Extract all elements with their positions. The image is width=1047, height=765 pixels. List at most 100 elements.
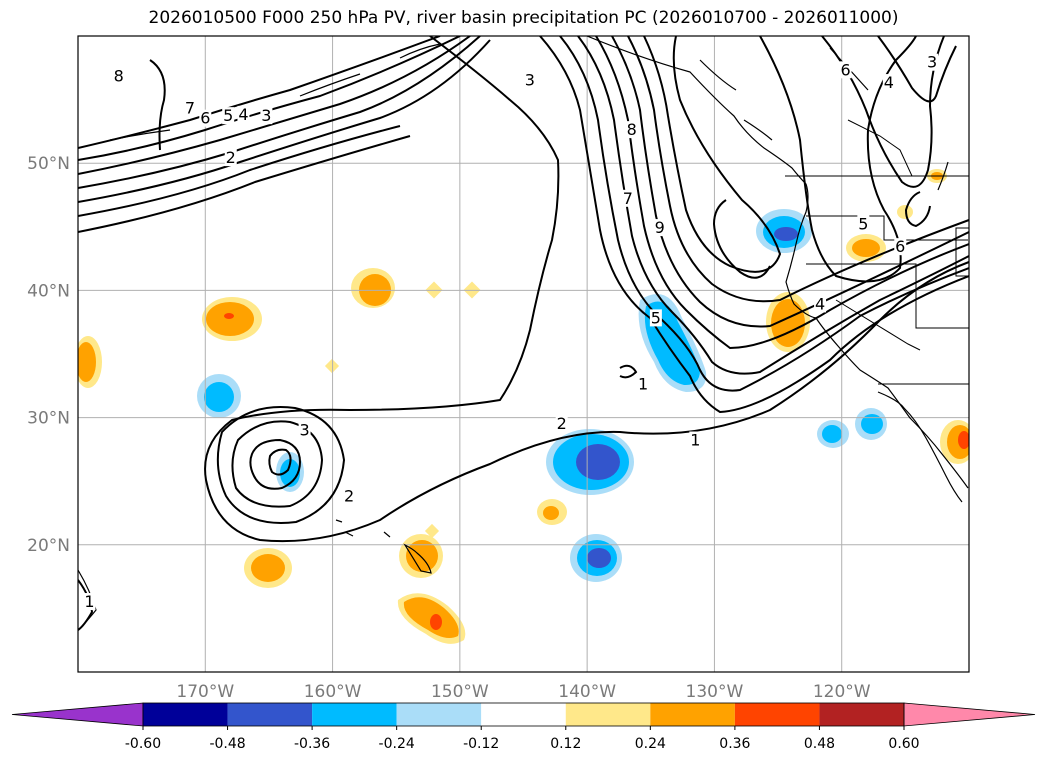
colorbar-segment: [312, 703, 397, 726]
pv-label-background: [83, 593, 96, 611]
pv-label-background: [343, 487, 356, 505]
pv-label-background: [199, 109, 212, 127]
colorbar-tick-label: 0.24: [635, 736, 666, 752]
colorbar-tick-label: 0.36: [719, 736, 750, 752]
latitude-label: 30°N: [27, 409, 70, 429]
colorbar-tick-label: -0.60: [125, 736, 161, 752]
precip-blob-negative: [817, 408, 887, 448]
pv-label-background: [653, 219, 666, 237]
colorbar-extend-low: [11, 702, 144, 727]
precip-blob-positive: [202, 297, 262, 341]
colorbar-tick-label: 0.48: [804, 736, 835, 752]
colorbar-tick-label: -0.36: [294, 736, 330, 752]
colorbar-segment: [650, 703, 735, 726]
precip-blob-positive: [397, 593, 466, 644]
latitude-label: 20°N: [27, 536, 70, 556]
pv-label-background: [224, 149, 237, 167]
colorbar-tick-label: 0.60: [888, 736, 919, 752]
precip-blob-negative: [570, 534, 622, 582]
pv-label-background: [523, 71, 536, 89]
pv-label-background: [298, 421, 311, 439]
precip-blob-negative: [756, 209, 812, 253]
pv-contour-label: 1: [690, 430, 700, 449]
pv-contour-label: 2: [226, 148, 236, 167]
precip-blob-negative: [276, 452, 304, 492]
plot-area: [78, 36, 969, 672]
pv-label-background: [222, 107, 235, 125]
precip-blob-positive: [351, 268, 395, 308]
pv-contour-label: 9: [655, 218, 665, 237]
pv-contours: [78, 36, 969, 631]
precip-blob-positive: [244, 548, 292, 588]
pv-contour-label: 4: [884, 73, 894, 92]
latitude-label: 50°N: [27, 154, 70, 174]
pv-contour-label: 5: [223, 106, 233, 125]
colorbar-tick-label: -0.48: [209, 736, 245, 752]
pv-contour-label: 3: [261, 106, 271, 125]
precip-blob-positive: [940, 420, 969, 464]
longitude-label: 170°W: [176, 682, 234, 702]
longitude-label: 130°W: [686, 682, 744, 702]
pv-label-background: [637, 375, 650, 393]
precip-blob-positive: [537, 499, 567, 525]
pv-contour-label: 6: [840, 60, 850, 79]
pv-contour-label: 2: [557, 414, 567, 433]
pv-label-background: [882, 74, 895, 92]
colorbar-segment: [143, 703, 228, 726]
pv-label-background: [184, 99, 197, 117]
pv-label-background: [625, 121, 638, 139]
pv-label-background: [926, 53, 939, 71]
colorbar-tick-label: -0.12: [463, 736, 499, 752]
longitude-label: 150°W: [431, 682, 489, 702]
pv-contour-label: 8: [627, 120, 637, 139]
colorbar-segment: [227, 703, 313, 726]
colorbar-labels: -0.60 -0.48 -0.36 -0.24 -0.12 0.12 0.24 0.36 0.4…: [125, 726, 920, 752]
colorbar-tick-label: -0.24: [379, 736, 415, 752]
longitude-labels: 170°W 160°W 150°W 140°W 130°W 120°W: [176, 682, 870, 702]
political-boundaries: [785, 119, 969, 385]
pv-label-background: [689, 431, 702, 449]
colorbar-segment: [819, 703, 904, 726]
pv-contour-label: 2: [344, 486, 354, 505]
precip-blob-positive: [846, 234, 886, 262]
pv-contour-label: 3: [299, 420, 309, 439]
pv-label-background: [894, 238, 907, 256]
precip-blob-negative: [197, 374, 241, 418]
pv-label-background: [857, 215, 870, 233]
pv-contour-label: 6: [200, 109, 210, 128]
pv-label-background: [839, 61, 852, 79]
pv-contour-label: 1: [638, 375, 648, 394]
colorbar-segment: [481, 703, 566, 726]
map-title: 2026010500 F000 250 hPa PV, river basin …: [148, 8, 899, 28]
pv-label-background: [555, 414, 568, 432]
pv-label-background: [237, 105, 250, 123]
colorbar-segment: [565, 703, 651, 726]
pv-contour-label: 6: [895, 237, 905, 256]
pv-label-background: [814, 295, 827, 313]
pv-contour-label: 5: [858, 214, 868, 233]
pv-contour-label: 4: [238, 105, 248, 124]
pv-contour-label: 3: [525, 71, 535, 90]
pv-contour-label: 7: [623, 189, 633, 208]
pv-contour-label: 7: [185, 99, 195, 118]
colorbar-tick-label: 0.12: [550, 736, 581, 752]
latitude-label: 40°N: [27, 281, 70, 301]
longitude-label: 140°W: [558, 682, 616, 702]
colorbar: [11, 702, 1036, 727]
longitude-label: 160°W: [304, 682, 362, 702]
colorbar-frame: [142, 702, 905, 727]
colorbar-segment: [396, 703, 482, 726]
longitude-label: 120°W: [813, 682, 871, 702]
pv-contour-label: 8: [114, 67, 124, 86]
pv-label-background: [621, 189, 634, 207]
pv-label-background: [112, 67, 125, 85]
colorbar-segment: [734, 703, 820, 726]
pv-label-background: [649, 309, 662, 327]
pv-contour-label: 3: [927, 53, 937, 72]
pv-contour-label: 5: [651, 308, 661, 327]
pv-contour-label: 4: [815, 294, 825, 313]
pv-label-background: [260, 107, 273, 125]
pv-contour-label: 1: [84, 592, 94, 611]
